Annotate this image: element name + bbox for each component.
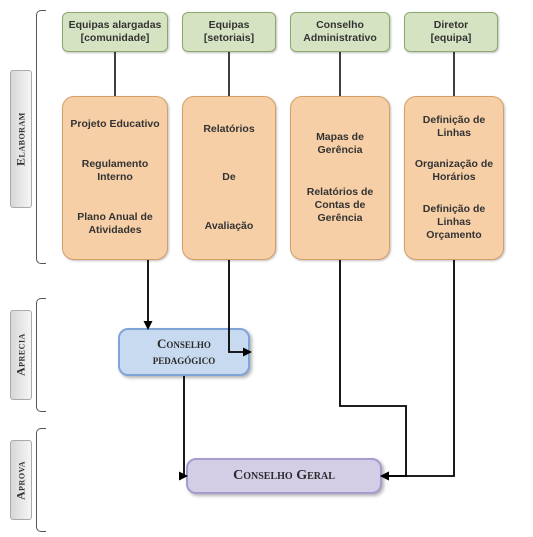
node-sublabel: [comunidade]: [81, 32, 150, 45]
stage-aprecia: Aprecia: [10, 310, 32, 400]
edges-layer: [0, 0, 533, 537]
node-diretor: Diretor [equipa]: [404, 12, 498, 52]
node-label: Equipas alargadas: [69, 19, 162, 32]
item: Definição de Linhas: [409, 114, 499, 140]
item: Projeto Educativo: [70, 118, 159, 131]
node-equipas-alargadas: Equipas alargadas [comunidade]: [62, 12, 168, 52]
item: Plano Anual de Atividades: [67, 211, 163, 237]
stage-elaboram: Elaboram: [10, 70, 32, 208]
item: Relatórios de Contas de Gerência: [295, 186, 385, 225]
stage-aprova: Aprova: [10, 440, 32, 520]
node-box2: Relatórios De Avaliação: [182, 96, 276, 260]
node-box1: Projeto Educativo Regulamento Interno Pl…: [62, 96, 168, 260]
node-equipas-setoriais: Equipas [setoriais]: [182, 12, 276, 52]
node-conselho-pedagogico: Conselho pedagógico: [118, 328, 250, 376]
node-label: Diretor: [434, 19, 468, 32]
node-box3: Mapas de Gerência Relatórios de Contas d…: [290, 96, 390, 260]
node-label: Equipas: [209, 19, 250, 32]
node-conselho-geral: Conselho Geral: [186, 458, 382, 494]
item: Organização de Horários: [409, 158, 499, 184]
bracket-aprecia: [36, 298, 46, 412]
item: Mapas de Gerência: [295, 131, 385, 157]
node-sublabel: [setoriais]: [204, 32, 254, 45]
node-sublabel: [equipa]: [431, 32, 472, 45]
node-box4: Definição de Linhas Organização de Horár…: [404, 96, 504, 260]
item: Relatórios: [203, 123, 254, 136]
item: De: [222, 171, 235, 184]
diagram-canvas: Elaboram Aprecia Aprova Equipas alargada…: [0, 0, 533, 537]
item: Avaliação: [205, 220, 254, 233]
node-conselho-admin: Conselho Administrativo: [290, 12, 390, 52]
node-sublabel: Administrativo: [303, 32, 377, 45]
node-label: Conselho: [316, 19, 364, 32]
item: Definição de Linhas Orçamento: [409, 203, 499, 242]
bracket-elaboram: [36, 10, 46, 264]
item: Regulamento Interno: [67, 158, 163, 184]
bracket-aprova: [36, 428, 46, 532]
